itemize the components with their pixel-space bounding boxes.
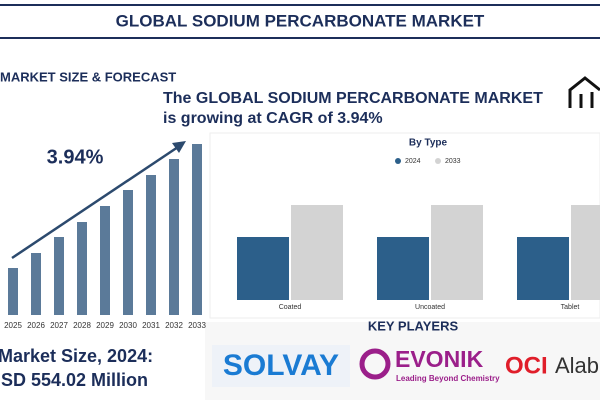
x-tick-label: 2030	[119, 321, 137, 330]
legend-swatch	[395, 158, 401, 164]
market-size: USD 554.02 Million	[0, 370, 148, 390]
bar	[77, 222, 87, 315]
bar	[31, 253, 41, 315]
annotation: 3.94%	[47, 146, 104, 168]
bar	[169, 159, 179, 315]
logo-icon	[359, 348, 391, 380]
bar	[571, 205, 600, 300]
section-label: MARKET SIZE & FORECAST	[0, 69, 176, 84]
x-tick-label: 2028	[73, 321, 91, 330]
bar	[100, 206, 110, 315]
bar	[192, 144, 202, 315]
bar	[377, 237, 429, 300]
bar	[146, 175, 156, 315]
logo: SOLVAY	[223, 349, 339, 382]
headline: The GLOBAL SODIUM PERCARBONATE MARKET	[163, 90, 543, 107]
house-icon	[568, 76, 600, 108]
logo: OCI	[505, 352, 548, 379]
x-tick-label: 2029	[96, 321, 114, 330]
headline: is growing at CAGR of 3.94%	[163, 110, 383, 127]
arrow-head	[172, 141, 186, 153]
logo: Alab	[555, 353, 599, 378]
logo-box	[212, 345, 350, 387]
bar	[291, 205, 343, 300]
legend-label: 2024	[405, 158, 421, 165]
bar	[123, 190, 133, 315]
legend-label: 2033	[445, 158, 461, 165]
bar	[54, 237, 64, 315]
logo-tagline: Leading Beyond Chemistry	[396, 374, 500, 383]
page-title: GLOBAL SODIUM PERCARBONATE MARKET	[116, 11, 485, 30]
x-tick-label: Tablet	[561, 304, 580, 311]
chart-title: By Type	[409, 138, 448, 149]
x-tick-label: 2032	[165, 321, 183, 330]
x-tick-label: 2031	[142, 321, 160, 330]
players-title: KEY PLAYERS	[368, 318, 459, 333]
bar	[8, 268, 18, 315]
x-tick-label: 2027	[50, 321, 68, 330]
trend-arrow	[11, 145, 179, 260]
x-tick-label: 2026	[27, 321, 45, 330]
legend-swatch	[435, 158, 441, 164]
x-tick-label: Coated	[279, 304, 302, 311]
x-tick-label: 2033	[188, 321, 206, 330]
market-size: Market Size, 2024:	[0, 346, 153, 366]
bar	[431, 205, 483, 300]
bar	[237, 237, 289, 300]
x-tick-label: Uncoated	[415, 304, 445, 311]
logo: EVONIK	[395, 346, 484, 372]
x-tick-label: 2025	[4, 321, 22, 330]
bar	[517, 237, 569, 300]
